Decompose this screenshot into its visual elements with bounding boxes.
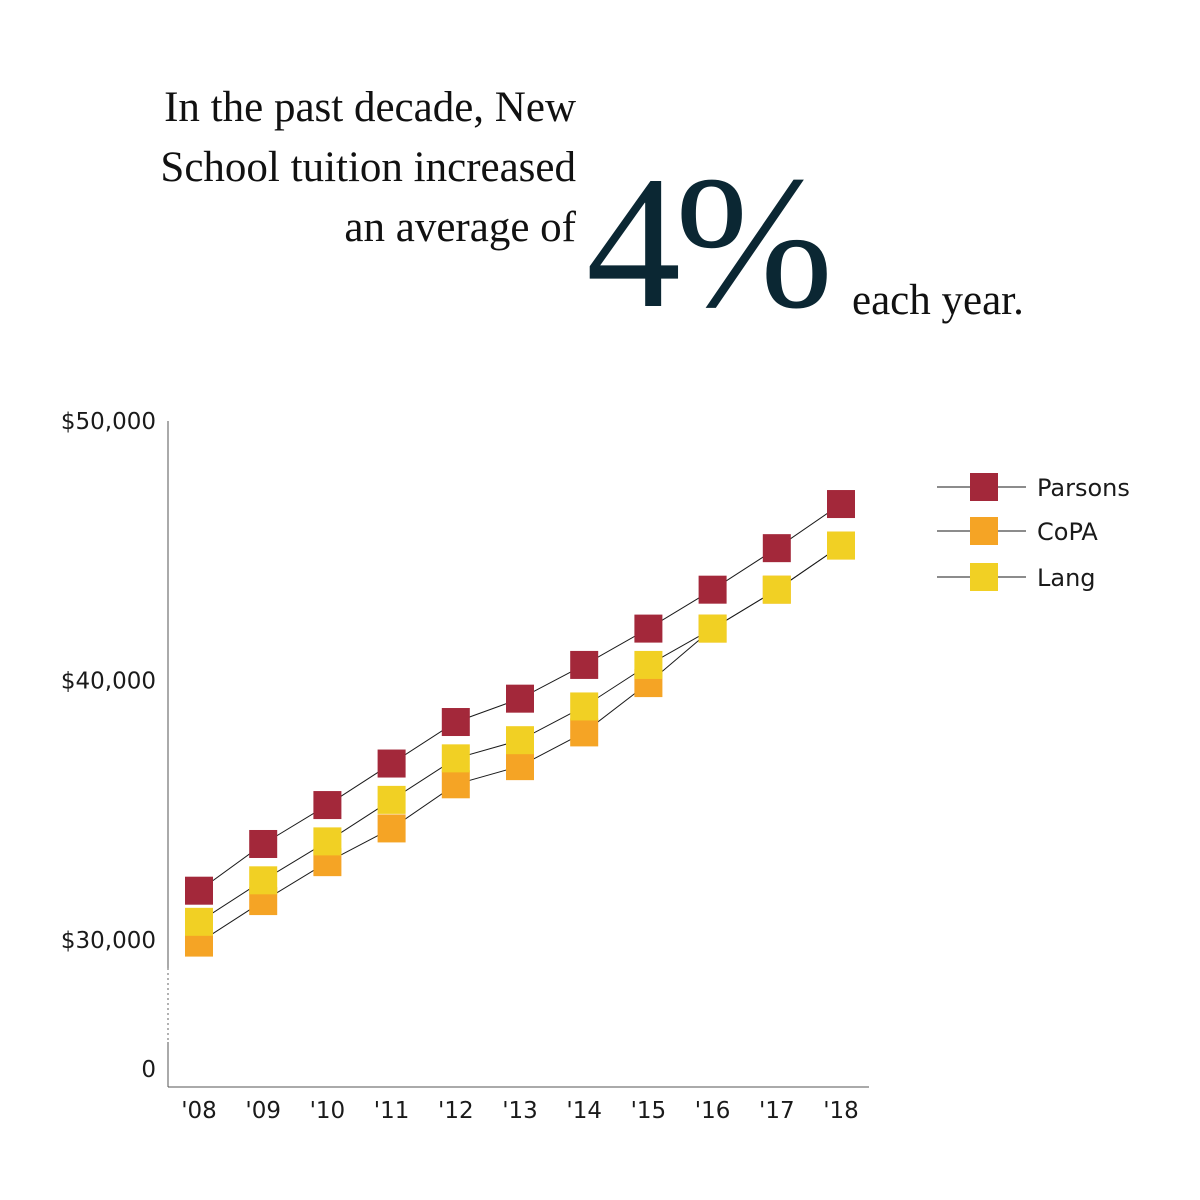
marker-parsons-1 — [249, 829, 278, 858]
x-tick-label-8: '16 — [695, 1098, 731, 1124]
legend-label-parsons: Parsons — [1037, 474, 1130, 502]
legend-label-copa: CoPA — [1037, 518, 1098, 546]
marker-lang-4 — [441, 744, 470, 773]
marker-parsons-2 — [313, 791, 342, 820]
legend-swatch-copa — [970, 517, 998, 545]
headline-line-2: School tuition increased — [160, 144, 576, 191]
y-tick-label-2: $40,000 — [61, 669, 156, 695]
marker-copa-5 — [506, 752, 534, 781]
y-tick-label-3: $50,000 — [61, 409, 156, 435]
marker-lang-2 — [313, 827, 342, 856]
marker-lang-8 — [698, 614, 727, 643]
x-tick-label-9: '17 — [759, 1098, 795, 1124]
marker-copa-6 — [570, 718, 599, 747]
marker-lang-10 — [827, 531, 855, 560]
x-tick-label-2: '10 — [310, 1098, 346, 1124]
marker-lang-1 — [249, 866, 278, 895]
x-tick-label-5: '13 — [502, 1098, 538, 1124]
headline-line-3: an average of — [344, 204, 576, 251]
x-tick-label-4: '12 — [438, 1098, 474, 1124]
legend-swatch-parsons — [970, 473, 998, 501]
marker-lang-9 — [762, 575, 791, 604]
marker-lang-0 — [185, 907, 213, 936]
marker-lang-6 — [570, 692, 599, 721]
x-tick-label-10: '18 — [823, 1098, 859, 1124]
series-lines — [198, 503, 842, 944]
x-tick-label-3: '11 — [374, 1098, 410, 1124]
x-tick-label-6: '14 — [566, 1098, 602, 1124]
x-tick-label-7: '15 — [631, 1098, 667, 1124]
marker-parsons-8 — [698, 575, 727, 604]
headline: In the past decade, New School tuition i… — [60, 78, 576, 258]
y-tick-label-0: 0 — [141, 1057, 156, 1083]
legend: Parsons CoPA Lang — [937, 473, 1130, 592]
series-markers — [185, 490, 855, 957]
x-tick-label-1: '09 — [245, 1098, 281, 1124]
legend-label-lang: Lang — [1037, 564, 1096, 592]
marker-parsons-6 — [570, 650, 599, 679]
marker-copa-4 — [441, 770, 470, 799]
headline-big-number: 4% — [586, 138, 833, 348]
marker-lang-3 — [377, 785, 406, 814]
legend-swatch-lang — [970, 563, 998, 591]
marker-parsons-10 — [827, 490, 855, 519]
x-tick-label-0: '08 — [181, 1098, 217, 1124]
headline-line-1: In the past decade, New — [164, 84, 576, 131]
marker-parsons-0 — [185, 876, 213, 905]
marker-parsons-4 — [441, 708, 470, 737]
marker-parsons-9 — [762, 534, 791, 563]
marker-parsons-3 — [377, 749, 406, 778]
marker-parsons-7 — [634, 614, 663, 643]
headline-tail: each year. — [852, 277, 1024, 324]
marker-lang-7 — [634, 650, 663, 679]
marker-lang-5 — [506, 726, 534, 755]
axes: 0 $30,000 $40,000 $50,000 '08 '09 '10 '11 '12 '13… — [61, 409, 869, 1124]
marker-parsons-5 — [506, 684, 534, 713]
y-tick-label-1: $30,000 — [61, 928, 156, 954]
marker-copa-3 — [377, 814, 406, 843]
